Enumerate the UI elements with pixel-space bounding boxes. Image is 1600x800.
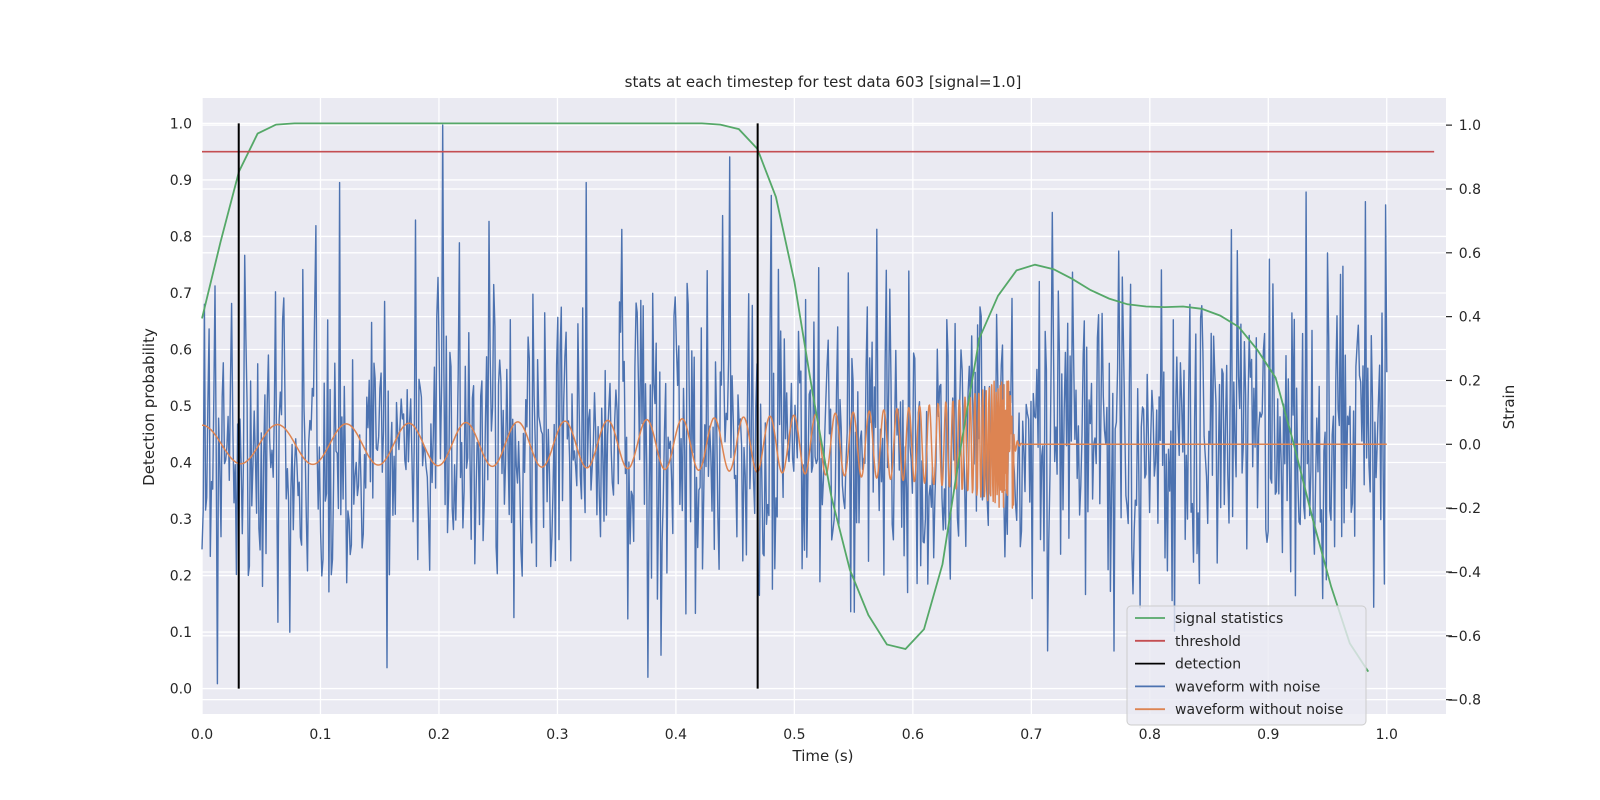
left-y-tick-label: 0.4 xyxy=(170,456,192,472)
left-y-tick-label: 0.3 xyxy=(170,512,192,528)
right-y-tick-label: 0.0 xyxy=(1459,437,1481,453)
right-y-tick-label: 0.8 xyxy=(1459,182,1481,198)
legend-label: threshold xyxy=(1175,634,1241,650)
legend-label: detection xyxy=(1175,657,1241,673)
left-y-tick-label: 0.2 xyxy=(170,569,192,585)
x-tick-label: 0.8 xyxy=(1139,727,1161,743)
left-y-tick-label: 0.0 xyxy=(170,682,192,698)
left-y-axis-label: Detection probability xyxy=(140,328,158,486)
legend-label: signal statistics xyxy=(1175,611,1283,627)
left-y-tick-label: 1.0 xyxy=(170,116,192,132)
x-tick-label: 0.6 xyxy=(902,727,924,743)
x-axis-ticks: 0.0 0.1 0.2 0.3 0.4 0.5 0.6 0.7 0.8 0.9 1.0 xyxy=(191,727,1398,743)
x-axis-label: Time (s) xyxy=(792,747,854,765)
left-y-tick-label: 0.8 xyxy=(170,229,192,245)
right-y-tick-label: 0.6 xyxy=(1459,246,1481,262)
right-y-tick-label: −0.6 xyxy=(1447,629,1481,645)
legend-label: waveform with noise xyxy=(1175,679,1320,695)
series-layer xyxy=(201,122,1435,689)
right-y-axis-ticks: −0.8 −0.6 −0.4 −0.2 0.0 0.2 0.4 0.6 0.8 1.0 xyxy=(1446,118,1481,709)
right-y-tick-label: −0.2 xyxy=(1447,501,1481,517)
x-tick-label: 0.4 xyxy=(665,727,687,743)
legend: signal statistics threshold detection wavef… xyxy=(1126,605,1367,726)
right-y-tick-label: −0.4 xyxy=(1447,565,1481,581)
right-y-tick-label: 0.4 xyxy=(1459,310,1481,326)
x-tick-label: 1.0 xyxy=(1376,727,1398,743)
x-tick-label: 0.0 xyxy=(191,727,213,743)
x-tick-label: 0.9 xyxy=(1257,727,1279,743)
series-signal-statistics xyxy=(201,122,1370,673)
x-tick-label: 0.1 xyxy=(309,727,331,743)
left-y-tick-label: 0.1 xyxy=(170,625,192,641)
right-y-tick-label: 0.2 xyxy=(1459,373,1481,389)
series-waveform-with-noise xyxy=(201,124,1388,685)
left-y-tick-label: 0.7 xyxy=(170,286,192,302)
right-y-tick-label: 1.0 xyxy=(1459,118,1481,134)
chart-title: stats at each timestep for test data 603… xyxy=(625,73,1022,91)
x-tick-label: 0.2 xyxy=(428,727,450,743)
left-y-tick-label: 0.9 xyxy=(170,173,192,189)
x-tick-label: 0.5 xyxy=(783,727,805,743)
legend-label: waveform without noise xyxy=(1175,702,1343,718)
left-y-tick-label: 0.6 xyxy=(170,342,192,358)
series-waveform-without-noise xyxy=(201,380,1388,509)
x-tick-label: 0.7 xyxy=(1020,727,1042,743)
legend-box xyxy=(1126,605,1367,726)
x-tick-label: 0.3 xyxy=(546,727,568,743)
left-y-axis-ticks: 0.0 0.1 0.2 0.3 0.4 0.5 0.6 0.7 0.8 0.9 1.0 xyxy=(170,116,192,697)
right-y-tick-label: −0.8 xyxy=(1447,693,1481,709)
left-y-tick-label: 0.5 xyxy=(170,399,192,415)
right-y-axis-label: Strain xyxy=(1500,385,1518,429)
